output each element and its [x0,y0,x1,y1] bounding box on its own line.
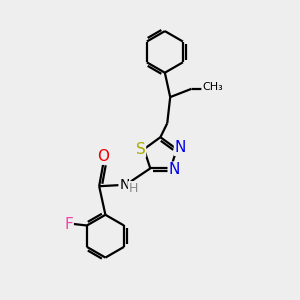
Text: CH₃: CH₃ [202,82,223,92]
Text: F: F [64,217,73,232]
Text: N: N [168,162,180,177]
Text: N: N [119,178,130,192]
Text: N: N [175,140,186,155]
Text: O: O [98,149,110,164]
Text: S: S [136,142,145,157]
Text: H: H [129,182,138,195]
